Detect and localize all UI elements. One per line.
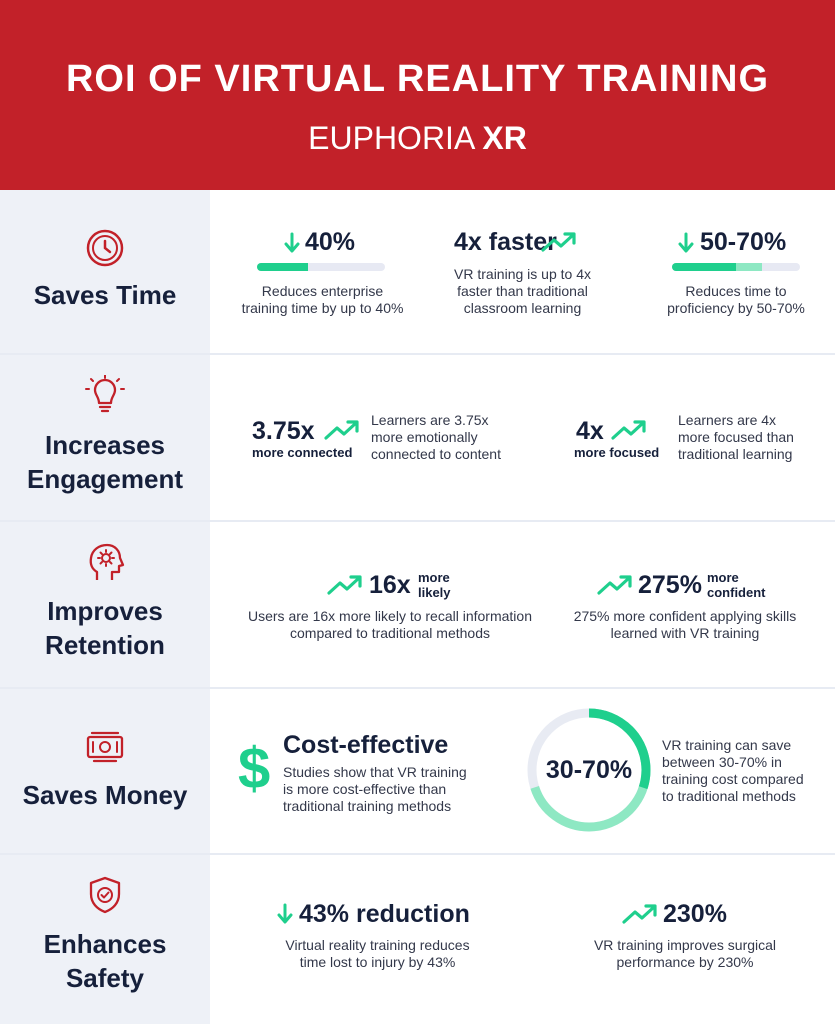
section-saves-time: Saves Time 40% Reduces enterprise traini… xyxy=(0,190,835,355)
category-label-line-2: Safety xyxy=(65,963,145,993)
category-label: Saves Time xyxy=(33,280,177,310)
section-improves-retention: Improves Retention 16x more likely Users… xyxy=(0,522,835,689)
trend-up-icon xyxy=(611,420,646,440)
trend-up-icon xyxy=(541,232,576,252)
stat-subtext-line-2: confident xyxy=(707,585,766,600)
category-label-line-1: Increases xyxy=(45,430,165,460)
stat-subtext-line-1: more xyxy=(707,570,739,585)
arrow-down-icon xyxy=(284,232,300,253)
brain-gear-icon xyxy=(89,543,125,580)
arrow-down-icon xyxy=(277,903,293,924)
category-label-line-2: Engagement xyxy=(26,464,184,494)
stat-value: 4x xyxy=(576,417,604,445)
stat-value: 30-70% xyxy=(545,756,633,784)
stat-value: 275% xyxy=(638,571,702,599)
category-panel: Enhances Safety xyxy=(0,855,210,1024)
section-enhances-safety: Enhances Safety 43% reduction Virtual re… xyxy=(0,855,835,1024)
category-label-line-1: Enhances xyxy=(43,929,167,959)
stat-description: VR training improves surgical performanc… xyxy=(593,937,777,970)
progress-bar xyxy=(672,263,800,271)
arrow-down-icon xyxy=(678,232,694,253)
category-label-line-1: Improves xyxy=(47,596,163,626)
category-panel: Saves Time xyxy=(0,190,210,353)
logo-part-2: XR xyxy=(482,120,527,156)
trend-up-icon xyxy=(324,420,359,440)
lightbulb-icon xyxy=(85,375,125,413)
stat-description: Reduces enterprise training time by up t… xyxy=(241,283,404,316)
shield-check-icon xyxy=(89,876,121,914)
stat-description: Users are 16x more likely to recall info… xyxy=(248,608,532,641)
category-panel: Improves Retention xyxy=(0,522,210,687)
category-panel: Saves Money xyxy=(0,689,210,853)
savings-ring-chart xyxy=(527,708,651,832)
stat-value: 43% reduction xyxy=(299,900,470,928)
progress-fill xyxy=(672,263,736,271)
stat-subtext-line-1: more xyxy=(418,570,450,585)
stat-value: 3.75x xyxy=(252,417,315,445)
section-increases-engagement: Increases Engagement 3.75x more connecte… xyxy=(0,355,835,522)
stat-description: 275% more confident applying skills lear… xyxy=(573,608,797,641)
stat-description: VR training is up to 4x faster than trad… xyxy=(454,266,591,316)
stat-value: 230% xyxy=(663,900,727,928)
category-label: Saves Money xyxy=(22,780,188,810)
header: ROI OF VIRTUAL REALITY TRAINING EUPHORIA… xyxy=(0,0,835,190)
progress-range-fill xyxy=(736,263,762,271)
stat-description: Studies show that VR training is more co… xyxy=(283,764,467,814)
stat-subtext: more connected xyxy=(252,445,353,460)
brand-logo: EUPHORIA XR xyxy=(0,120,835,157)
stat-description: VR training can save between 30-70% in t… xyxy=(662,737,804,804)
stat-description: Learners are 3.75x more emotionally conn… xyxy=(371,412,501,462)
money-icon xyxy=(86,731,124,763)
trend-up-icon xyxy=(327,575,362,595)
stat-subtext: more focused xyxy=(574,445,660,460)
stat-value: Cost-effective xyxy=(283,731,449,759)
progress-bar xyxy=(257,263,385,271)
stat-value: 4x faster xyxy=(454,228,557,256)
stat-subtext-line-2: likely xyxy=(418,585,451,600)
progress-fill xyxy=(257,263,309,271)
trend-up-icon xyxy=(597,575,632,595)
stat-description: Reduces time to proficiency by 50-70% xyxy=(667,283,805,316)
stat-value: 40% xyxy=(305,228,356,256)
page-title: ROI OF VIRTUAL REALITY TRAINING xyxy=(65,58,770,100)
ring-minimum xyxy=(527,708,651,832)
stat-description: Virtual reality training reduces time lo… xyxy=(285,937,470,970)
dollar-sign-icon: $ xyxy=(238,736,271,801)
stat-value: 50-70% xyxy=(700,228,787,256)
trend-up-icon xyxy=(622,904,657,924)
section-saves-money: Saves Money $ Cost-effective Studies sho… xyxy=(0,689,835,855)
logo-part-1: EUPHORIA xyxy=(308,120,474,156)
stat-description: Learners are 4x more focused than tradit… xyxy=(678,412,794,462)
stat-value: 16x xyxy=(369,571,411,599)
clock-icon xyxy=(86,229,124,267)
category-label-line-2: Retention xyxy=(45,630,165,660)
category-panel: Increases Engagement xyxy=(0,355,210,520)
